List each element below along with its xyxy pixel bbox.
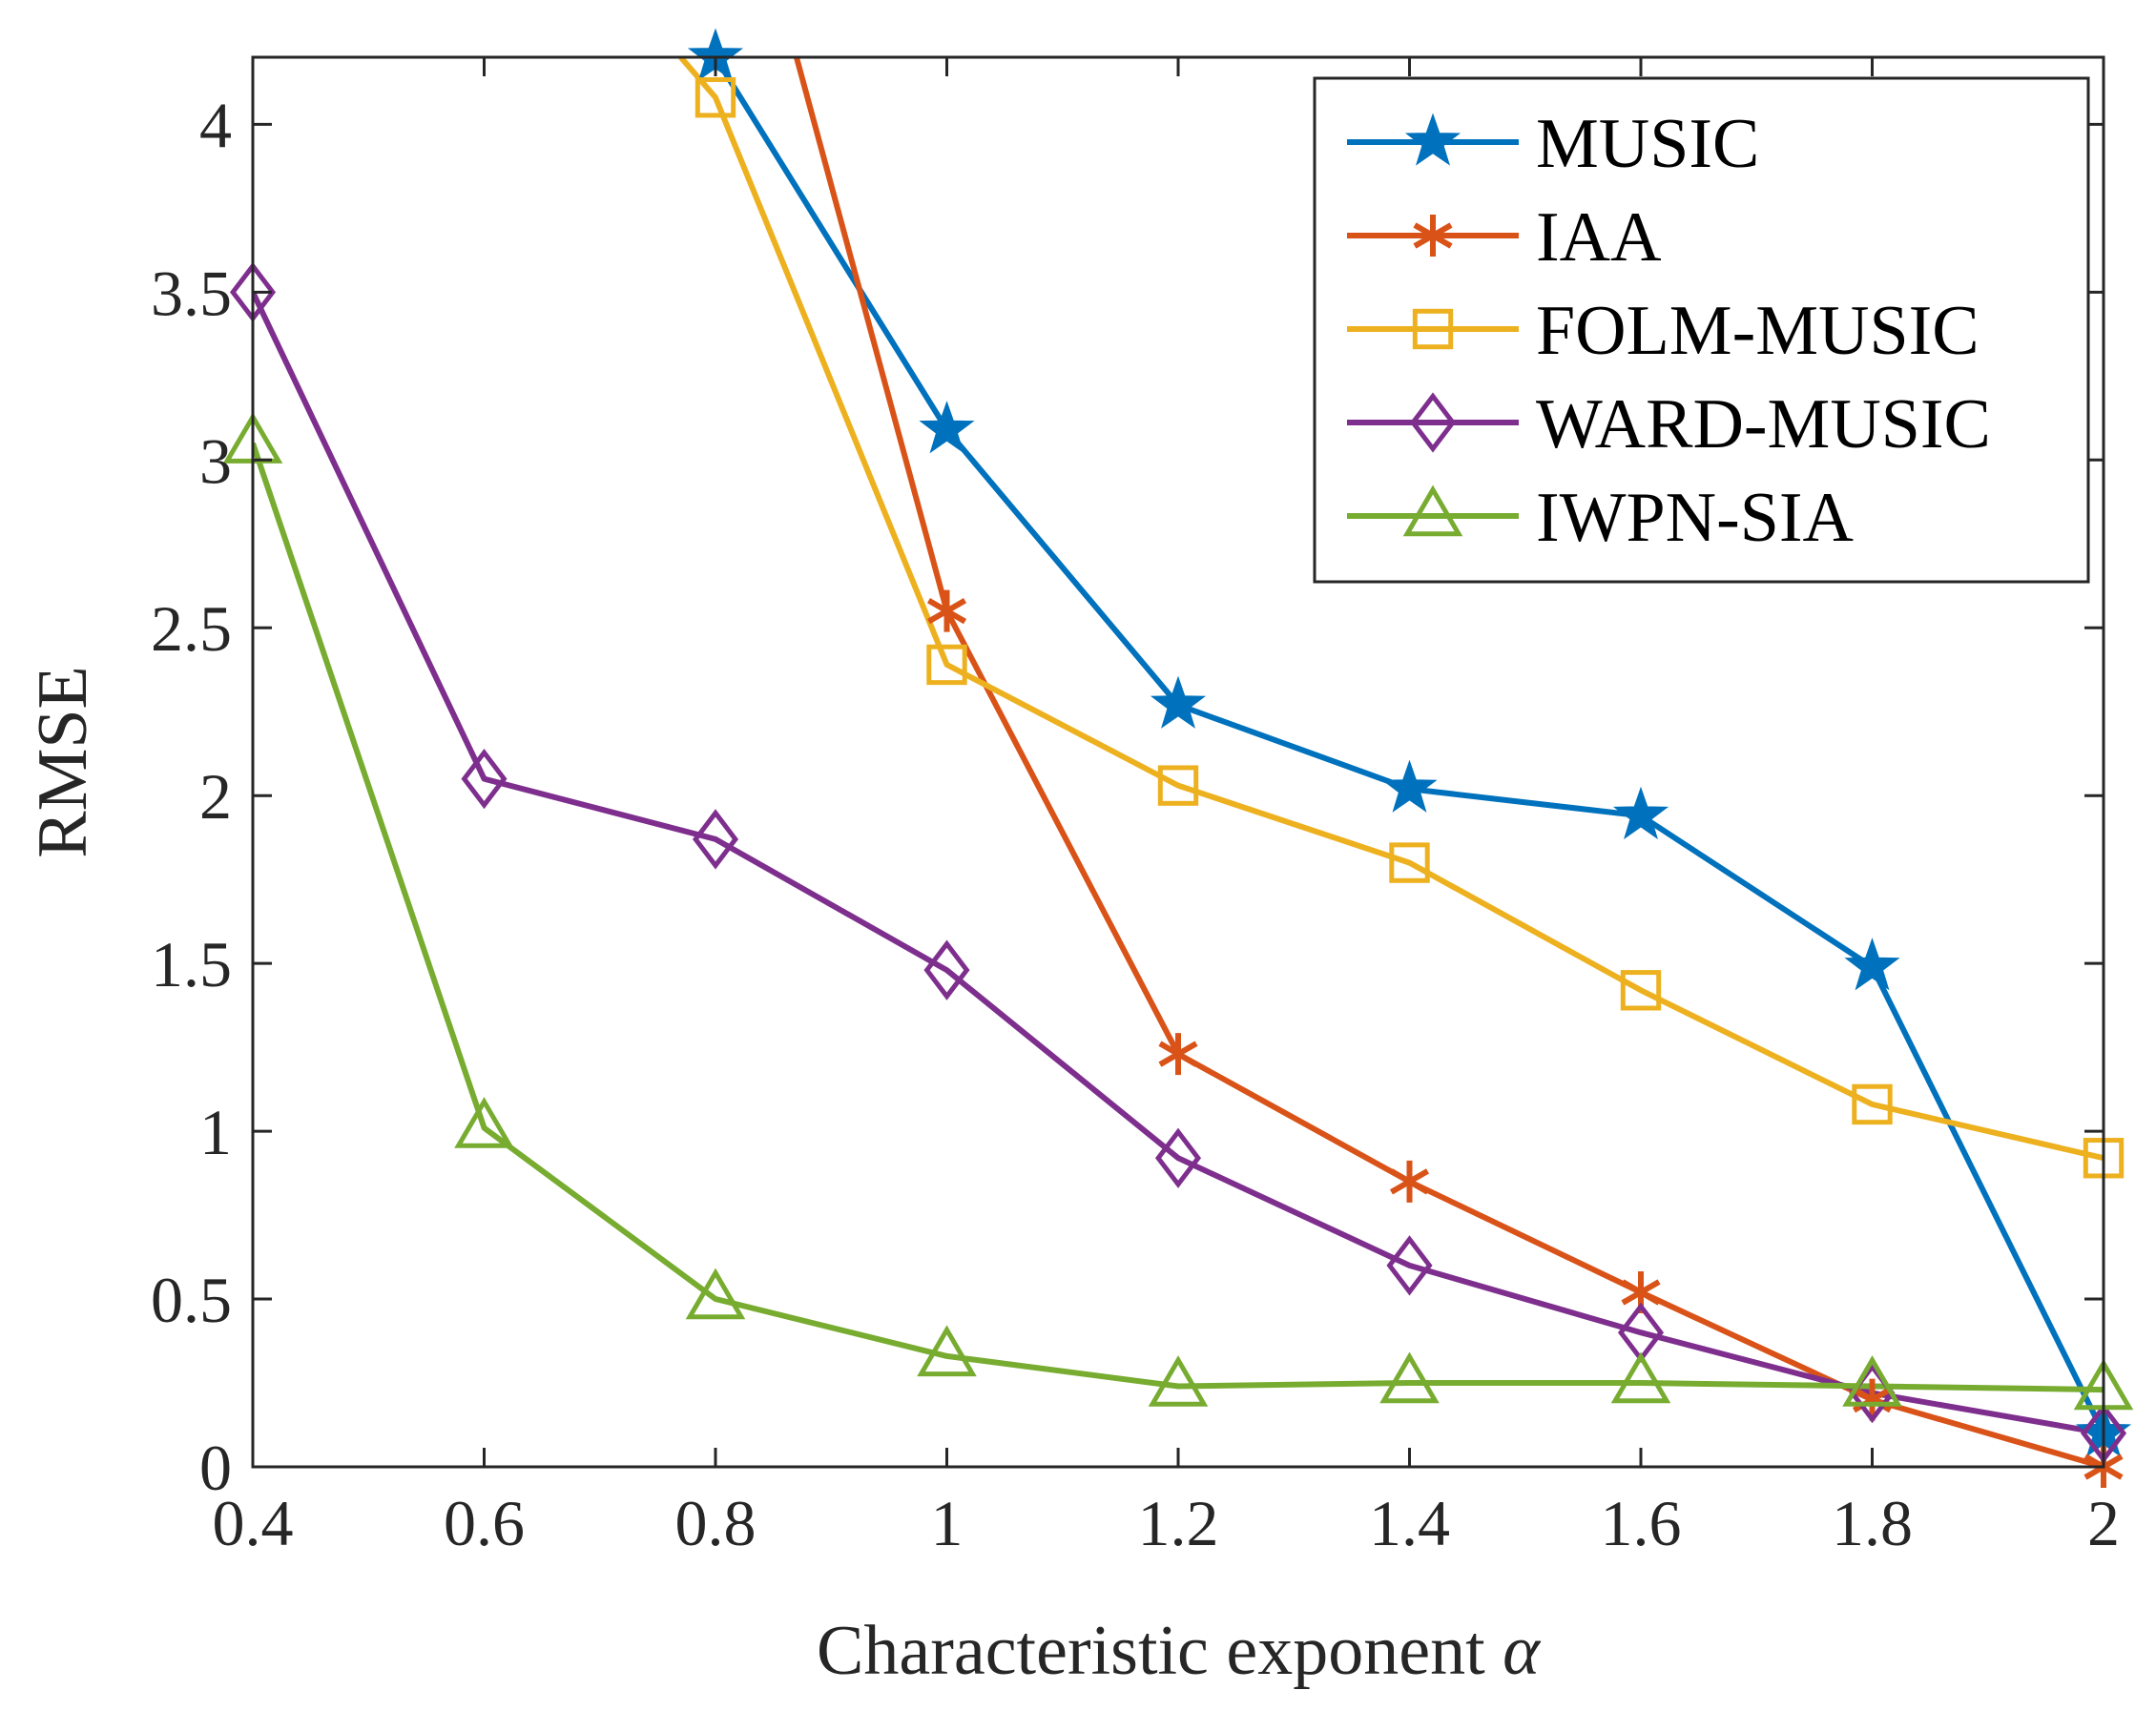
y-tick-label: 0 bbox=[199, 1432, 232, 1504]
legend-label-iwpn-sia: IWPN-SIA bbox=[1536, 479, 1854, 557]
series-line-ward-music bbox=[253, 291, 2104, 1436]
x-tick-label: 1.6 bbox=[1601, 1487, 1682, 1559]
data-point-folm-music bbox=[694, 77, 736, 118]
marker-layer bbox=[222, 28, 2134, 1488]
legend-items: MUSIC IAA FOLM-MUSIC WARD-MUSIC IWPN-SIA bbox=[1347, 105, 1991, 557]
data-point-iwpn-sia bbox=[917, 1325, 977, 1377]
data-point-iwpn-sia bbox=[1842, 1355, 1902, 1407]
x-tick-label: 0.8 bbox=[675, 1487, 757, 1559]
legend-label-folm-music: FOLM-MUSIC bbox=[1536, 292, 1980, 370]
legend-label-ward-music: WARD-MUSIC bbox=[1536, 385, 1991, 464]
data-point-iwpn-sia bbox=[1379, 1351, 1440, 1404]
data-point-music bbox=[1844, 938, 1900, 991]
data-point-music bbox=[919, 401, 975, 454]
data-point-music bbox=[1381, 759, 1438, 813]
x-axis-title-text: Characteristic exponent bbox=[817, 1612, 1485, 1690]
y-tick-label: 4 bbox=[199, 89, 232, 161]
y-tick-label: 1 bbox=[199, 1096, 232, 1168]
legend-marker-iwpn-sia bbox=[1402, 484, 1463, 537]
data-point-ward-music bbox=[1386, 1235, 1433, 1296]
data-point-folm-music bbox=[1620, 970, 1662, 1011]
x-tick-label: 0.6 bbox=[444, 1487, 525, 1559]
y-axis-title: RMSE bbox=[24, 666, 102, 858]
data-point-iwpn-sia bbox=[1610, 1351, 1671, 1404]
series-line-iwpn-sia bbox=[253, 442, 2104, 1393]
axis-layer: 0.4 0.6 0.8 1 1.2 1.4 1.6 1.8 2 0 0.5 1 1.5 2 2.5 3 3.5 4 bbox=[151, 57, 2120, 1559]
legend-marker-iaa bbox=[1413, 215, 1453, 257]
data-point-iwpn-sia bbox=[685, 1268, 746, 1320]
data-point-iwpn-sia bbox=[454, 1097, 514, 1148]
legend-label-music: MUSIC bbox=[1536, 105, 1759, 183]
data-point-folm-music bbox=[1852, 1083, 1893, 1125]
data-point-iaa bbox=[1389, 1160, 1430, 1203]
data-point-folm-music bbox=[926, 644, 967, 686]
x-axis-title: Characteristic exponent α bbox=[817, 1612, 1542, 1690]
data-point-folm-music bbox=[1389, 842, 1430, 883]
data-point-music bbox=[1612, 786, 1669, 840]
y-tick-label: 2.5 bbox=[151, 592, 232, 665]
x-axis-title-symbol: α bbox=[1503, 1612, 1542, 1690]
data-point-ward-music bbox=[1154, 1127, 1202, 1188]
data-point-iaa bbox=[926, 589, 967, 632]
x-tick-label: 2 bbox=[2087, 1487, 2120, 1559]
data-point-ward-music bbox=[923, 939, 970, 1000]
y-tick-label: 3 bbox=[199, 424, 232, 497]
x-tick-label: 0.4 bbox=[213, 1487, 294, 1559]
legend: MUSIC IAA FOLM-MUSIC WARD-MUSIC IWPN-SIA bbox=[1313, 76, 2090, 584]
legend-marker-music bbox=[1404, 113, 1462, 166]
data-point-music bbox=[1150, 675, 1207, 729]
x-tick-label: 1 bbox=[931, 1487, 964, 1559]
data-point-ward-music bbox=[461, 748, 508, 810]
series-line-folm-music bbox=[678, 57, 2104, 1162]
legend-label-iaa: IAA bbox=[1536, 198, 1662, 277]
data-point-folm-music bbox=[1157, 765, 1199, 806]
y-tick-label: 1.5 bbox=[151, 928, 232, 1000]
legend-marker-ward-music bbox=[1409, 392, 1457, 453]
data-point-ward-music bbox=[692, 809, 739, 870]
data-point-iaa bbox=[1158, 1033, 1198, 1076]
y-tick-label: 0.5 bbox=[151, 1264, 232, 1336]
x-tick-label: 1.4 bbox=[1369, 1487, 1450, 1559]
data-point-iwpn-sia bbox=[1148, 1355, 1209, 1407]
y-tick-label: 3.5 bbox=[151, 257, 232, 329]
x-tick-label: 1.2 bbox=[1138, 1487, 1219, 1559]
legend-marker-folm-music bbox=[1412, 308, 1454, 350]
x-tick-label: 1.8 bbox=[1832, 1487, 1913, 1559]
y-tick-label: 2 bbox=[199, 760, 232, 833]
